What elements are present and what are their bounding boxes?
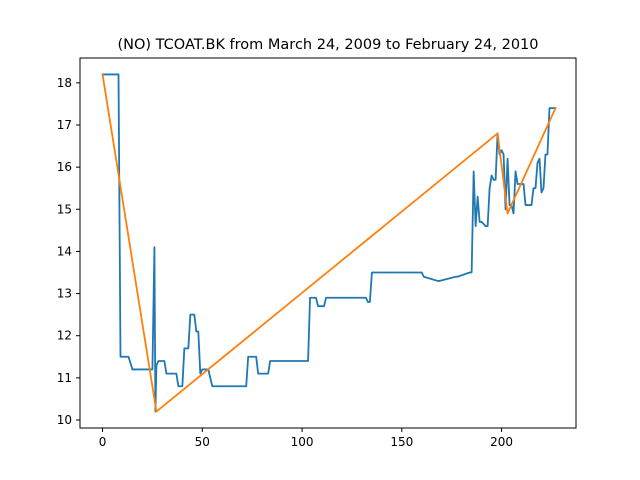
y-tick-label: 10 bbox=[57, 413, 72, 427]
series-line-1 bbox=[101, 73, 557, 413]
y-tick-label: 17 bbox=[57, 118, 72, 132]
plot-area bbox=[80, 58, 576, 428]
y-axis: 10 11 12 13 14 15 16 17 18 bbox=[57, 76, 80, 427]
x-tick-label: 100 bbox=[291, 435, 314, 449]
x-tick-label: 0 bbox=[99, 435, 107, 449]
y-tick-label: 14 bbox=[57, 244, 72, 258]
axes-spines bbox=[79, 57, 577, 429]
x-tick-label: 200 bbox=[490, 435, 513, 449]
x-tick-label: 150 bbox=[390, 435, 413, 449]
y-tick-label: 18 bbox=[57, 76, 72, 90]
y-tick-label: 16 bbox=[57, 160, 72, 174]
series-layer bbox=[101, 73, 557, 413]
y-tick-label: 12 bbox=[57, 329, 72, 343]
x-tick-label: 50 bbox=[195, 435, 210, 449]
axes-frame bbox=[79, 57, 577, 429]
y-tick-label: 11 bbox=[57, 371, 72, 385]
series-line-2 bbox=[101, 73, 557, 413]
x-axis: 0 50 100 150 200 bbox=[99, 428, 513, 449]
y-tick-label: 15 bbox=[57, 202, 72, 216]
y-tick-label: 13 bbox=[57, 287, 72, 301]
chart-title: (NO) TCOAT.BK from March 24, 2009 to Feb… bbox=[117, 37, 538, 53]
